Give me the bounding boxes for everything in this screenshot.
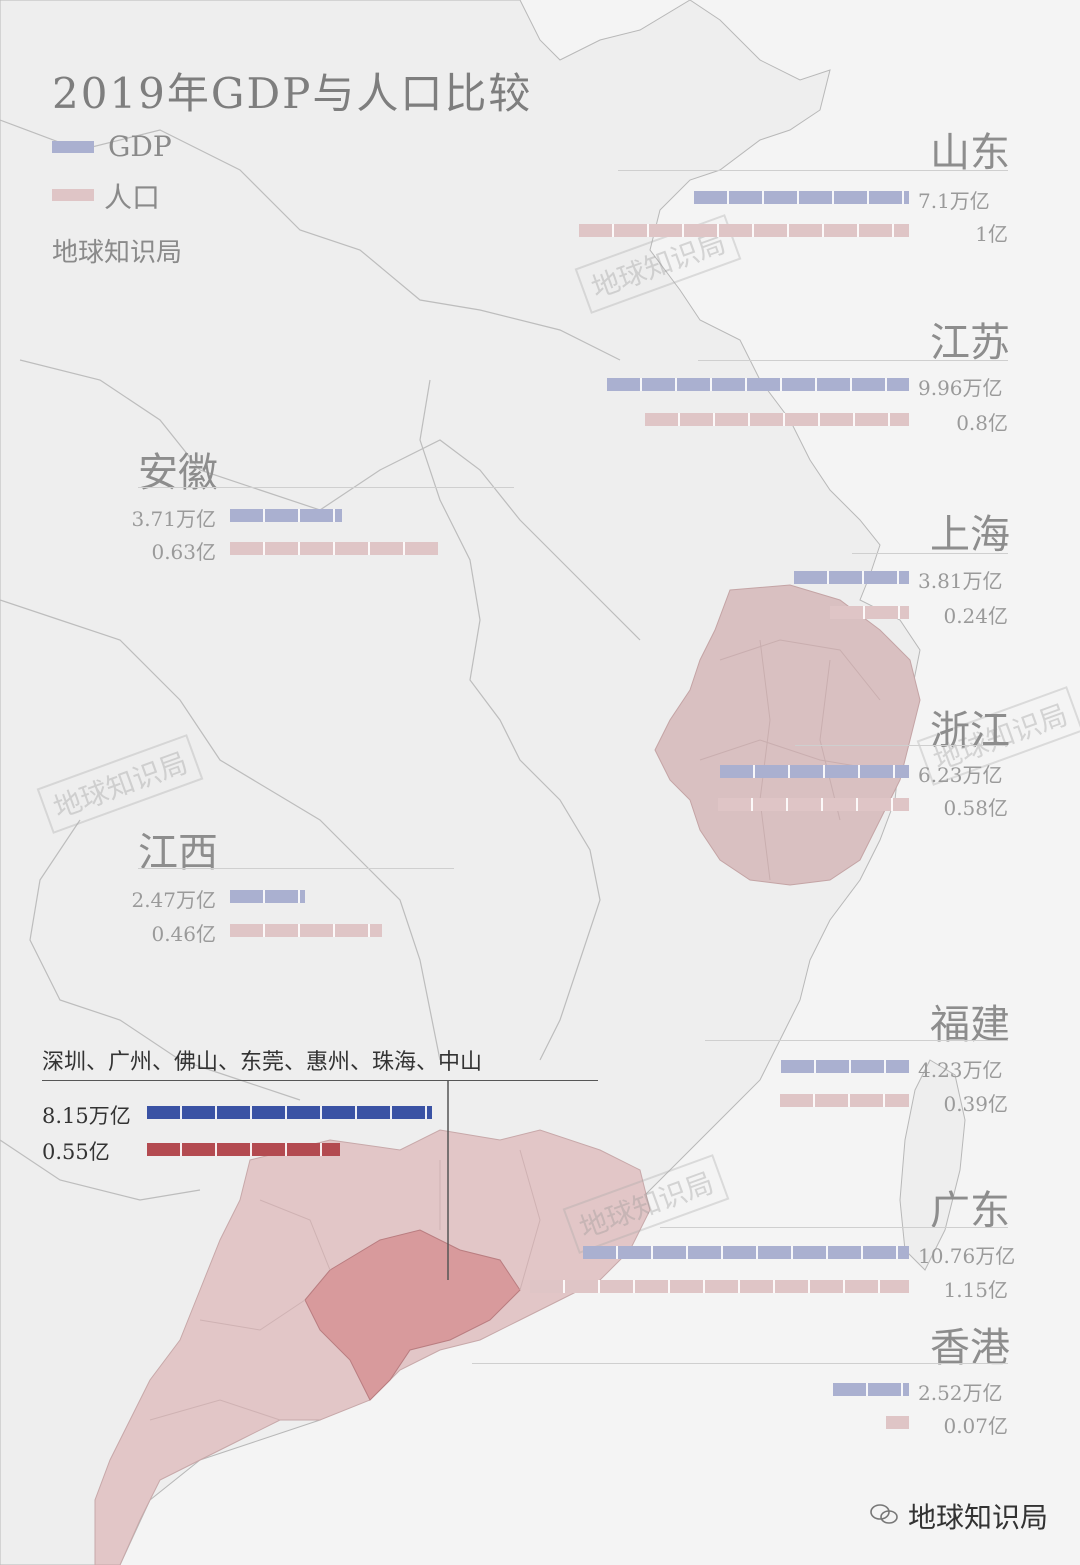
population-bar — [780, 1094, 909, 1107]
gdp-bar — [793, 571, 909, 584]
population-bar — [230, 924, 382, 937]
brand-label: 地球知识局 — [908, 1501, 1049, 1534]
legend-pop-label: 人口 — [104, 181, 161, 214]
gdp-value-label: 3.71万亿 — [131, 507, 216, 531]
highlight-gdp-label: 8.15万亿 — [42, 1104, 131, 1128]
gdp-value-label: 7.1万亿 — [918, 189, 990, 213]
population-value-label: 0.8亿 — [956, 411, 1008, 435]
province-name: 上海 — [930, 512, 1010, 558]
population-value-label: 0.58亿 — [943, 796, 1008, 820]
population-value-label: 0.39亿 — [943, 1092, 1008, 1116]
wechat-icon — [870, 1504, 898, 1524]
legend-gdp-swatch — [52, 141, 94, 153]
province-name: 山东 — [930, 130, 1010, 176]
population-value-label: 0.24亿 — [943, 604, 1008, 628]
highlight-rule — [42, 1080, 598, 1081]
population-value-label: 1亿 — [975, 222, 1008, 246]
province-rule — [138, 868, 454, 869]
gdp-bar — [607, 378, 909, 391]
gdp-value-label: 10.76万亿 — [918, 1244, 1016, 1268]
province-name: 广东 — [930, 1188, 1010, 1234]
gdp-bar — [720, 765, 909, 778]
highlight-gdp-bar — [147, 1106, 433, 1119]
province-borders — [0, 119, 641, 1201]
gdp-value-label: 3.81万亿 — [918, 569, 1003, 593]
province-rule — [618, 170, 1008, 171]
gdp-bar — [230, 509, 343, 522]
population-bar — [230, 542, 438, 555]
page-title: 2019年GDP与人口比较 — [52, 69, 533, 118]
province-name: 江西 — [138, 830, 218, 876]
province-rule — [472, 1363, 1008, 1364]
province-name: 江苏 — [930, 320, 1010, 366]
population-value-label: 1.15亿 — [943, 1278, 1008, 1302]
gdp-bar — [230, 890, 305, 903]
guangdong-prefecture-lines — [149, 1149, 541, 1421]
gdp-bar — [780, 1060, 909, 1073]
gdp-value-label: 2.47万亿 — [131, 888, 216, 912]
province-name: 浙江 — [930, 708, 1010, 754]
gdp-value-label: 6.23万亿 — [918, 763, 1003, 787]
population-bar — [529, 1280, 909, 1293]
population-bar — [717, 798, 909, 811]
province-rule — [660, 1227, 1008, 1228]
province-rule — [698, 360, 1008, 361]
population-bar — [885, 1416, 909, 1429]
population-value-label: 0.63亿 — [151, 540, 216, 564]
gdp-value-label: 2.52万亿 — [918, 1381, 1003, 1405]
taiwan-island — [899, 1059, 966, 1271]
gdp-bar — [693, 191, 909, 204]
highlight-population-bar — [147, 1143, 340, 1156]
gdp-value-label: 4.23万亿 — [918, 1058, 1003, 1082]
province-rule — [852, 553, 1008, 554]
population-value-label: 0.07亿 — [943, 1414, 1008, 1438]
gdp-bar — [582, 1246, 909, 1259]
province-name: 福建 — [930, 1002, 1010, 1048]
province-name: 香港 — [930, 1325, 1010, 1371]
province-rule — [138, 487, 514, 488]
gdp-value-label: 9.96万亿 — [918, 376, 1003, 400]
gdp-bar — [832, 1383, 909, 1396]
legend-gdp-label: GDP — [108, 130, 172, 163]
population-bar — [645, 413, 909, 426]
province-name: 安徽 — [138, 450, 218, 496]
highlight-population-label: 0.55亿 — [42, 1140, 110, 1164]
population-bar — [829, 606, 909, 619]
province-rule — [795, 745, 1008, 746]
pearl-delta-region — [304, 1229, 521, 1401]
source-label: 地球知识局 — [52, 238, 183, 268]
population-value-label: 0.46亿 — [151, 922, 216, 946]
population-bar — [579, 224, 909, 237]
highlight-group-title: 深圳、广州、佛山、东莞、惠州、珠海、中山 — [42, 1050, 483, 1075]
province-rule — [705, 1040, 1008, 1041]
legend-pop-swatch — [52, 189, 94, 201]
